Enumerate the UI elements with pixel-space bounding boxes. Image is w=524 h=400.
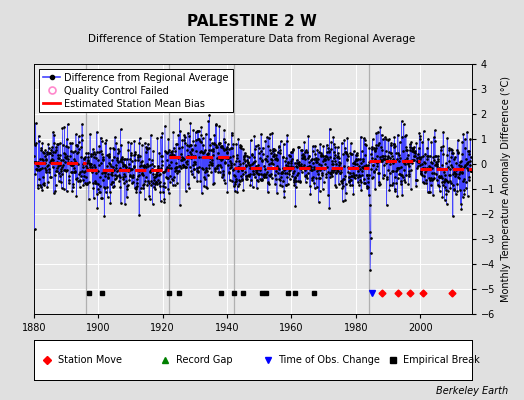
Y-axis label: Monthly Temperature Anomaly Difference (°C): Monthly Temperature Anomaly Difference (…	[500, 76, 510, 302]
Text: Record Gap: Record Gap	[176, 355, 233, 365]
Text: Berkeley Earth: Berkeley Earth	[436, 386, 508, 396]
Text: Difference of Station Temperature Data from Regional Average: Difference of Station Temperature Data f…	[88, 34, 415, 44]
Text: Time of Obs. Change: Time of Obs. Change	[278, 355, 380, 365]
Text: PALESTINE 2 W: PALESTINE 2 W	[187, 14, 316, 29]
Legend: Difference from Regional Average, Quality Control Failed, Estimated Station Mean: Difference from Regional Average, Qualit…	[39, 69, 233, 112]
Text: Station Move: Station Move	[58, 355, 122, 365]
Text: Empirical Break: Empirical Break	[403, 355, 479, 365]
